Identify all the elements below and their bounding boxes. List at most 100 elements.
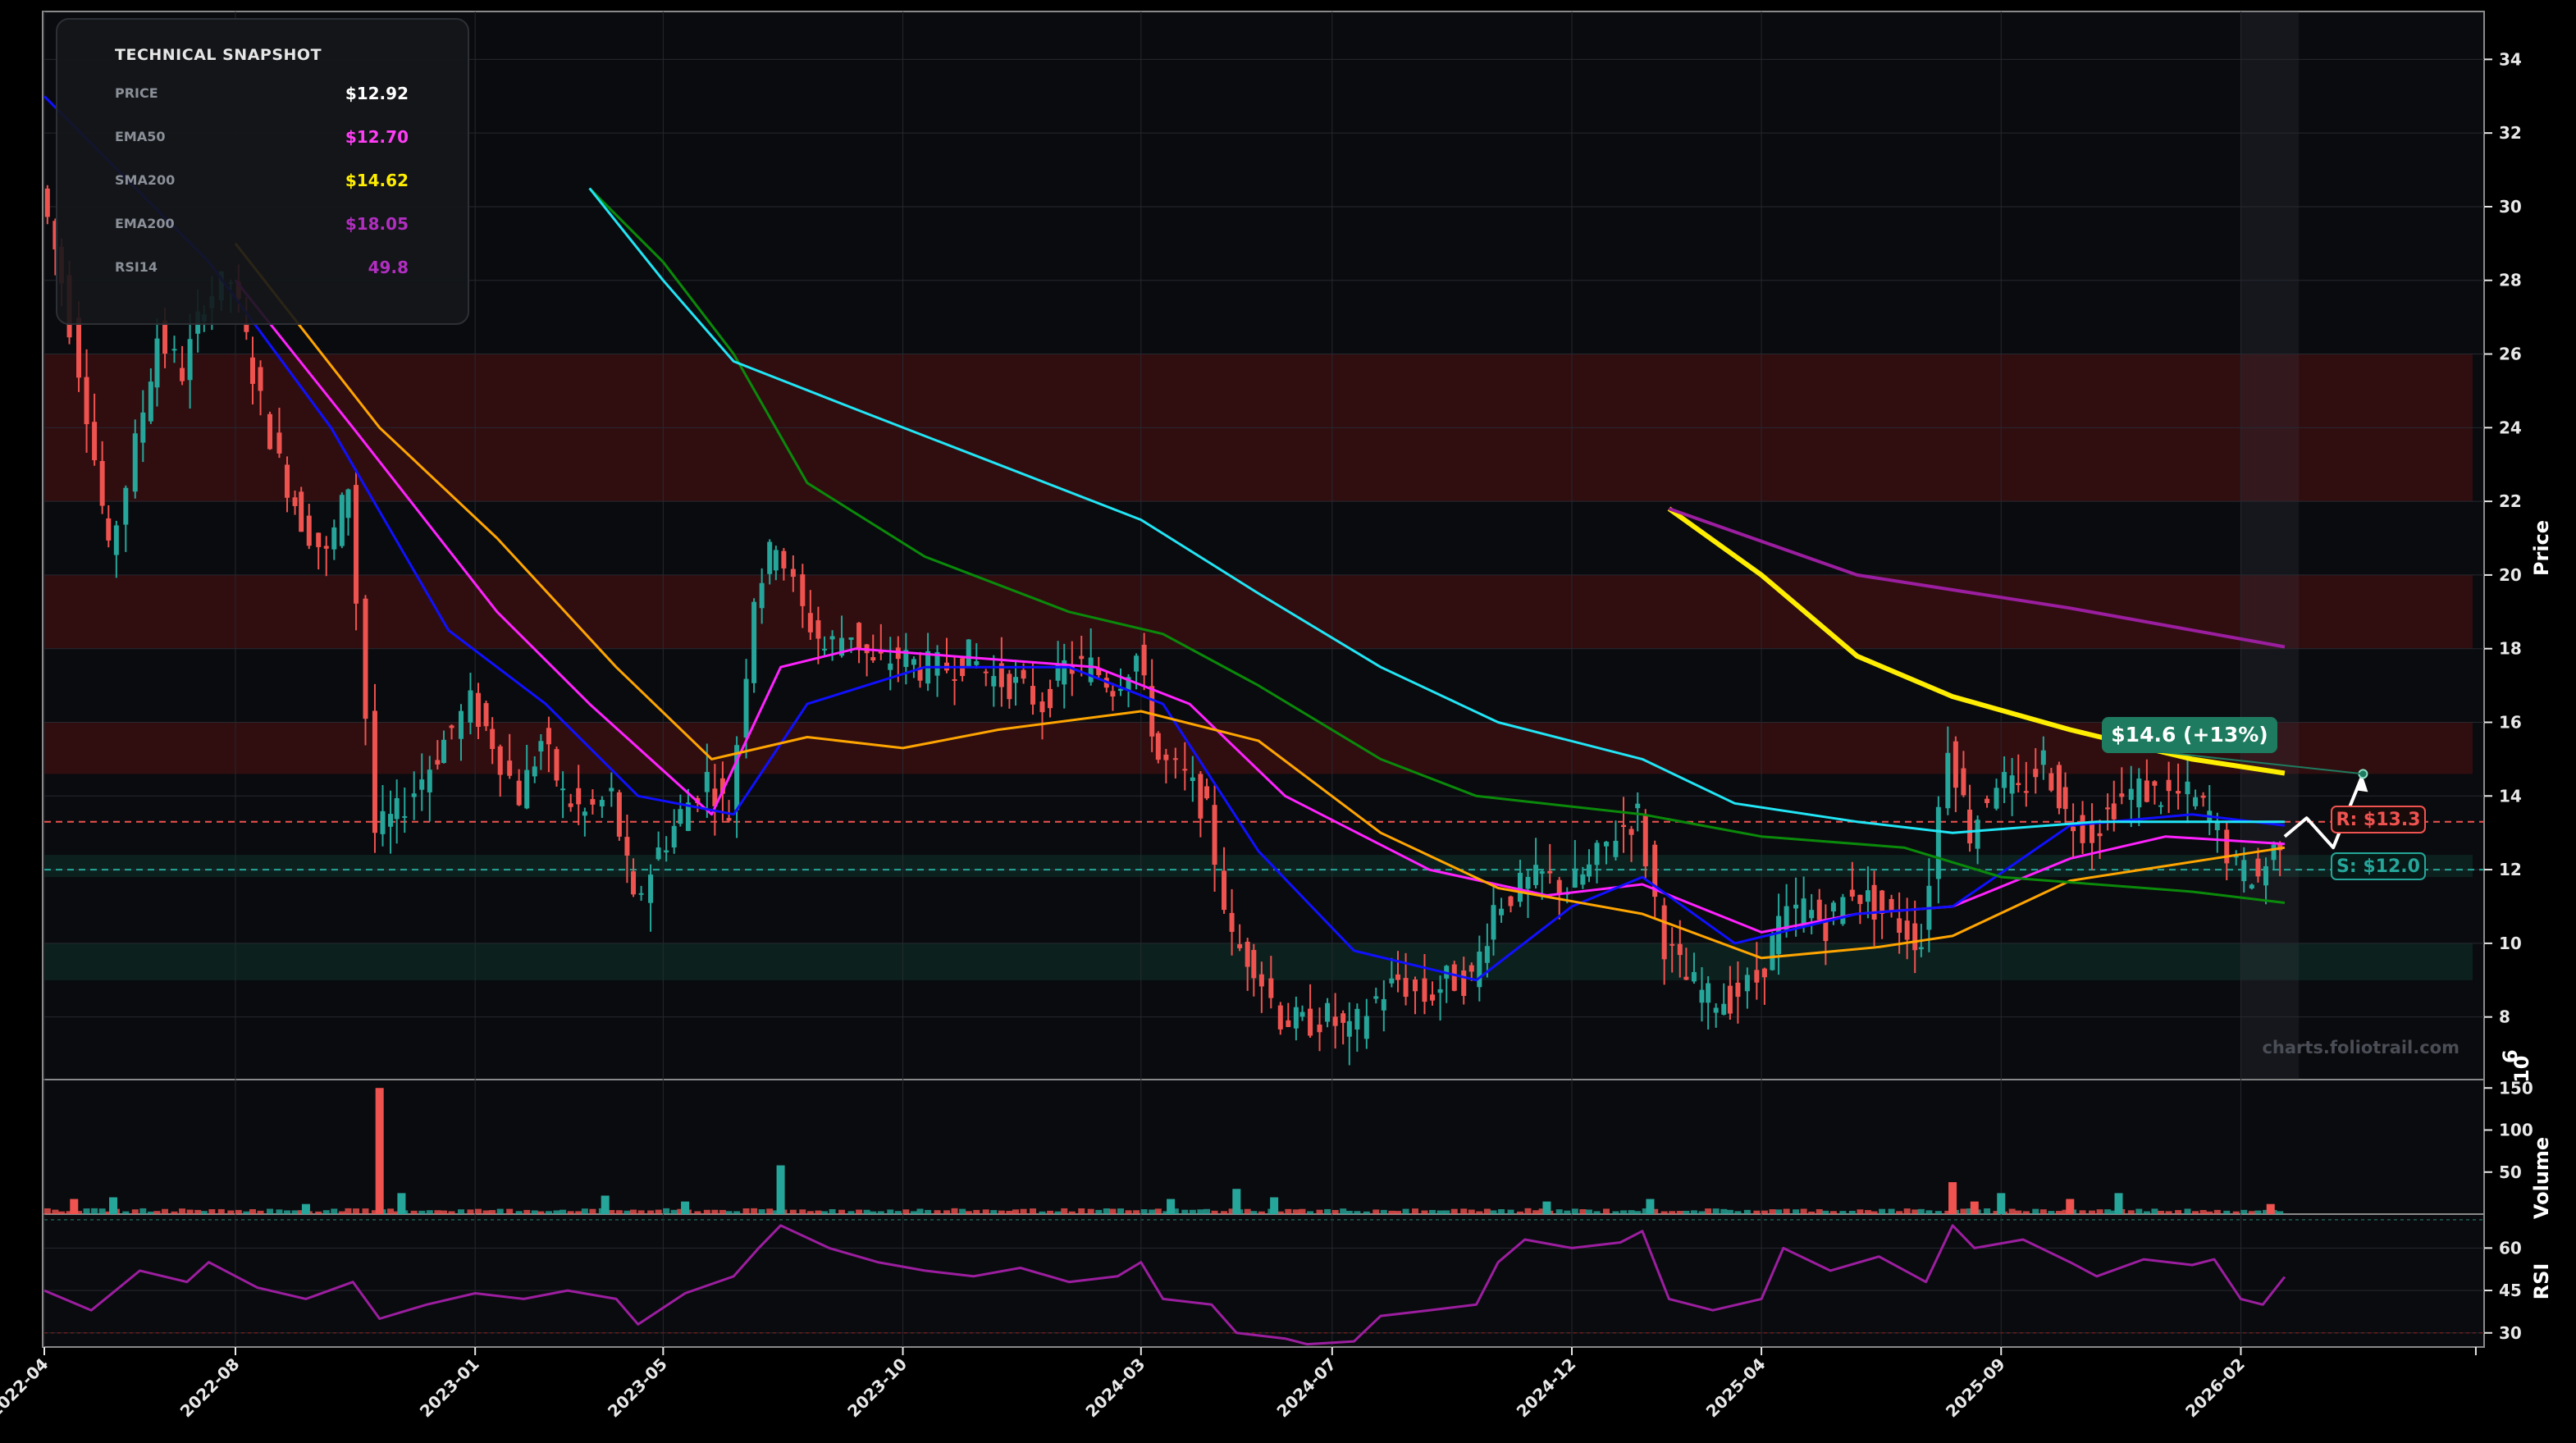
volume-bar — [1460, 1208, 1468, 1214]
volume-bar — [1948, 1182, 1957, 1214]
price-tick-label: 14 — [2499, 786, 2522, 806]
volume-bar — [387, 1208, 395, 1214]
volume-bar — [887, 1209, 894, 1214]
volume-bar — [677, 1208, 684, 1214]
candle-body — [524, 769, 530, 809]
volume-bar — [440, 1210, 447, 1214]
candle-body — [507, 760, 513, 776]
candle-body — [1935, 806, 1941, 879]
volume-bar — [1753, 1210, 1761, 1214]
candle-body — [2271, 844, 2277, 861]
volume-bar — [990, 1210, 998, 1214]
ma-line-series-4 — [234, 242, 2286, 960]
candle-body — [1341, 1013, 1346, 1023]
candle-body — [1468, 965, 1474, 972]
candle-body — [2166, 779, 2172, 792]
candle-body — [616, 792, 622, 837]
candle-body — [1556, 879, 1562, 894]
candle-body — [516, 780, 522, 806]
volume-bar — [575, 1211, 582, 1214]
price-tick-label: 24 — [2499, 418, 2522, 437]
volume-bar — [397, 1193, 406, 1214]
candle-body — [1840, 897, 1846, 925]
volume-bar — [139, 1208, 147, 1214]
candle-body — [1325, 1002, 1331, 1022]
volume-bar — [789, 1209, 797, 1214]
volume-bar — [227, 1210, 235, 1214]
candle-body — [1048, 688, 1053, 709]
volume-bar — [1960, 1208, 1967, 1214]
volume-bar — [1775, 1209, 1783, 1214]
volume-bar — [426, 1210, 433, 1214]
candle-body — [1332, 1016, 1338, 1026]
volume-bar — [1324, 1208, 1331, 1214]
volume-bar — [2151, 1208, 2158, 1214]
support-label: S: $12.0 — [2331, 852, 2426, 880]
volume-bar — [1532, 1210, 1540, 1214]
candle-body — [1897, 918, 1902, 934]
candle-body — [1317, 1024, 1322, 1033]
candle-body — [2263, 865, 2269, 886]
candle-body — [704, 771, 710, 792]
candle-body — [538, 741, 544, 752]
candle-body — [323, 546, 329, 549]
volume-bar — [1250, 1211, 1258, 1214]
candle-body — [1849, 889, 1855, 897]
volume-bar — [179, 1208, 186, 1214]
candle-body — [582, 811, 587, 816]
candle-body — [1669, 943, 1675, 946]
volume-bar — [243, 1211, 250, 1214]
candle-body — [1580, 874, 1586, 885]
volume-bar — [83, 1208, 90, 1214]
candle-body — [316, 532, 322, 547]
volume-bar — [1793, 1209, 1800, 1214]
volume-bar — [122, 1211, 130, 1214]
snapshot-label: SMA200 — [115, 172, 176, 188]
candle-body — [388, 814, 394, 827]
candle-body — [1030, 686, 1036, 705]
snapshot-value: $12.92 — [345, 84, 409, 103]
candle-body — [1088, 657, 1094, 683]
snapshot-label: PRICE — [115, 85, 158, 101]
candle-body — [1912, 923, 1918, 951]
svg-text:R: $13.3: R: $13.3 — [2336, 810, 2421, 830]
volume-bar — [829, 1209, 836, 1214]
candle-body — [2152, 781, 2158, 786]
volume-bar — [249, 1209, 256, 1214]
volume-bar — [1997, 1193, 2006, 1214]
volume-bar — [959, 1208, 966, 1214]
volume-bar — [1068, 1211, 1076, 1214]
rsi-axis-label: RSI — [2530, 1263, 2553, 1300]
candle-body — [903, 650, 909, 668]
candle-body — [2255, 858, 2261, 877]
candle-body — [483, 703, 489, 727]
volume-bar — [1970, 1201, 1979, 1214]
volume-bar — [506, 1208, 514, 1214]
candle-body — [1155, 733, 1161, 760]
candle-body — [1994, 788, 1999, 809]
volume-bar — [1012, 1209, 1020, 1214]
price-tick-label: 26 — [2499, 345, 2522, 364]
candle-body — [345, 489, 351, 518]
candle-body — [546, 728, 551, 745]
volume-bar — [1816, 1209, 1823, 1214]
volume-bar — [1221, 1211, 1228, 1214]
candle-body — [1727, 985, 1733, 1014]
volume-bar — [482, 1210, 490, 1214]
snapshot-row-rsi14: RSI14 49.8 — [115, 258, 409, 284]
candle-body — [624, 837, 630, 856]
price-tick-label: 16 — [2499, 713, 2522, 733]
candle-body — [1381, 998, 1386, 1011]
volume-bar — [821, 1211, 829, 1214]
volume-bar — [1690, 1210, 1697, 1214]
volume-bar — [2022, 1211, 2030, 1214]
candle-body — [2233, 856, 2239, 858]
candle-body — [1761, 968, 1767, 978]
candle-body — [759, 582, 765, 609]
volume-bar — [589, 1208, 596, 1214]
candle-body — [2224, 829, 2230, 864]
candle-body — [1117, 688, 1123, 692]
volume-bar — [1109, 1208, 1117, 1214]
volume-bar — [257, 1210, 264, 1214]
candle-body — [1293, 1007, 1299, 1029]
